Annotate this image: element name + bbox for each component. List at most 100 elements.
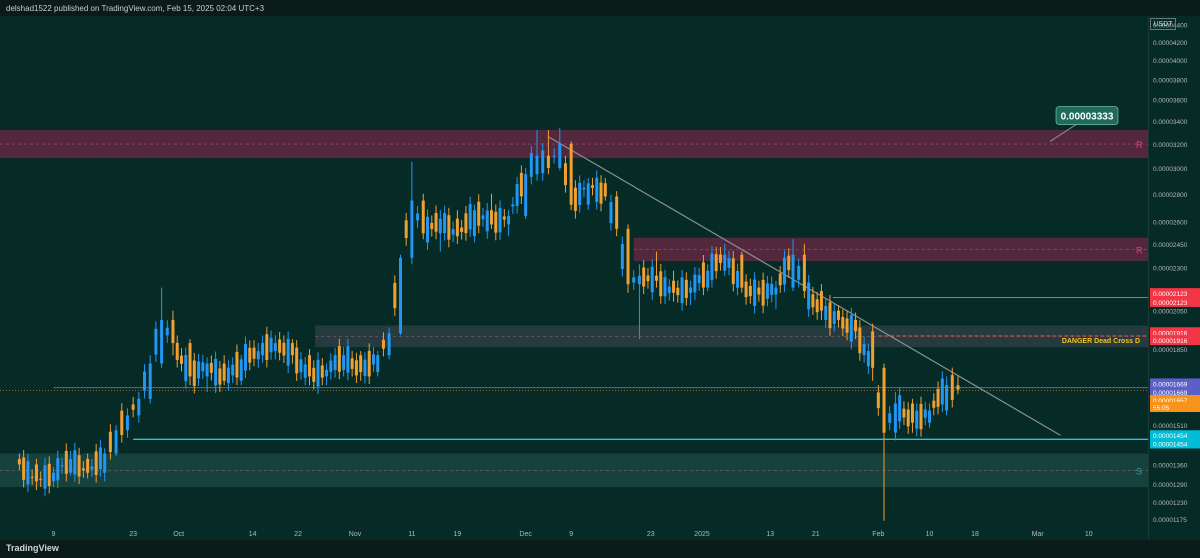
candle[interactable]	[148, 355, 152, 404]
candle[interactable]	[693, 267, 697, 300]
candle[interactable]	[898, 387, 902, 429]
candle[interactable]	[60, 457, 64, 475]
candle[interactable]	[43, 457, 47, 497]
candle[interactable]	[410, 161, 414, 265]
candle[interactable]	[286, 331, 290, 374]
candle[interactable]	[477, 194, 481, 234]
candle[interactable]	[131, 397, 135, 418]
candle[interactable]	[541, 142, 545, 181]
candle[interactable]	[765, 275, 769, 307]
candle[interactable]	[464, 205, 468, 241]
candle[interactable]	[73, 442, 77, 483]
candle[interactable]	[832, 303, 836, 332]
candle[interactable]	[680, 269, 684, 311]
candle[interactable]	[862, 336, 866, 363]
candle[interactable]	[740, 251, 744, 293]
candle[interactable]	[710, 246, 714, 288]
candle[interactable]	[485, 203, 489, 239]
candle[interactable]	[325, 363, 329, 386]
candle[interactable]	[632, 270, 636, 291]
candle[interactable]	[434, 205, 438, 240]
candle[interactable]	[329, 353, 333, 380]
candle[interactable]	[252, 340, 256, 367]
currency-badge[interactable]: USDT	[1150, 18, 1176, 30]
candle[interactable]	[69, 450, 73, 476]
price-chart[interactable]: R R S 0.00003333 DANGER Dead Cross D 9 23 Oct 14…	[0, 16, 1148, 540]
candle[interactable]	[582, 180, 586, 197]
chart-canvas[interactable]: R R S 0.00003333 DANGER Dead Cross D 9 23 Oct 14…	[0, 16, 1148, 540]
candle[interactable]	[723, 243, 727, 276]
candle[interactable]	[438, 210, 442, 252]
candle[interactable]	[828, 294, 832, 336]
candle[interactable]	[108, 424, 112, 460]
candle[interactable]	[363, 352, 367, 384]
candle[interactable]	[282, 335, 286, 364]
candle[interactable]	[932, 393, 936, 416]
candle[interactable]	[333, 347, 337, 378]
candle[interactable]	[558, 127, 562, 171]
candle[interactable]	[261, 335, 265, 363]
candle[interactable]	[637, 264, 641, 340]
candle[interactable]	[354, 352, 358, 383]
candle[interactable]	[849, 307, 853, 350]
candle[interactable]	[468, 196, 472, 237]
candle[interactable]	[494, 204, 498, 241]
candle[interactable]	[797, 258, 801, 288]
candle[interactable]	[381, 332, 385, 357]
candle[interactable]	[684, 272, 688, 306]
candle[interactable]	[676, 280, 680, 303]
candle[interactable]	[774, 280, 778, 309]
candle[interactable]	[17, 453, 21, 470]
candle[interactable]	[626, 224, 630, 293]
candle[interactable]	[184, 347, 188, 389]
candle[interactable]	[209, 355, 213, 381]
candle[interactable]	[672, 270, 676, 302]
candle[interactable]	[269, 330, 273, 360]
candle[interactable]	[214, 351, 218, 393]
candle[interactable]	[443, 205, 447, 241]
candle[interactable]	[731, 250, 735, 292]
candle[interactable]	[175, 335, 179, 368]
candle[interactable]	[295, 340, 299, 381]
candle[interactable]	[165, 320, 169, 343]
candle[interactable]	[34, 458, 38, 491]
candle[interactable]	[770, 276, 774, 303]
candle[interactable]	[590, 177, 594, 196]
candle[interactable]	[416, 206, 420, 228]
candle[interactable]	[371, 346, 375, 373]
candle[interactable]	[578, 175, 582, 213]
candle[interactable]	[524, 167, 528, 219]
candle[interactable]	[265, 326, 269, 368]
candle[interactable]	[114, 425, 118, 457]
candle[interactable]	[529, 145, 533, 185]
candle[interactable]	[706, 264, 710, 292]
candle[interactable]	[761, 272, 765, 314]
candle[interactable]	[56, 450, 60, 489]
candle[interactable]	[472, 204, 476, 243]
candle[interactable]	[744, 274, 748, 305]
candle[interactable]	[815, 291, 819, 320]
candle[interactable]	[882, 363, 886, 521]
candle[interactable]	[26, 453, 30, 493]
candle[interactable]	[192, 353, 196, 394]
candle[interactable]	[430, 215, 434, 237]
candle[interactable]	[350, 350, 354, 377]
candle[interactable]	[451, 221, 455, 243]
candle[interactable]	[447, 207, 451, 248]
candle[interactable]	[143, 364, 147, 399]
candle[interactable]	[807, 275, 811, 317]
candle[interactable]	[893, 391, 897, 441]
candle[interactable]	[39, 471, 43, 488]
candle[interactable]	[910, 398, 914, 433]
candle[interactable]	[569, 141, 573, 211]
candle[interactable]	[919, 396, 923, 437]
candle[interactable]	[515, 176, 519, 214]
candle[interactable]	[595, 170, 599, 210]
candle[interactable]	[502, 208, 506, 228]
candle[interactable]	[654, 251, 658, 288]
candle[interactable]	[64, 443, 68, 482]
candle[interactable]	[642, 260, 646, 295]
candle[interactable]	[791, 239, 795, 292]
candle[interactable]	[858, 320, 862, 361]
candle[interactable]	[490, 193, 494, 229]
